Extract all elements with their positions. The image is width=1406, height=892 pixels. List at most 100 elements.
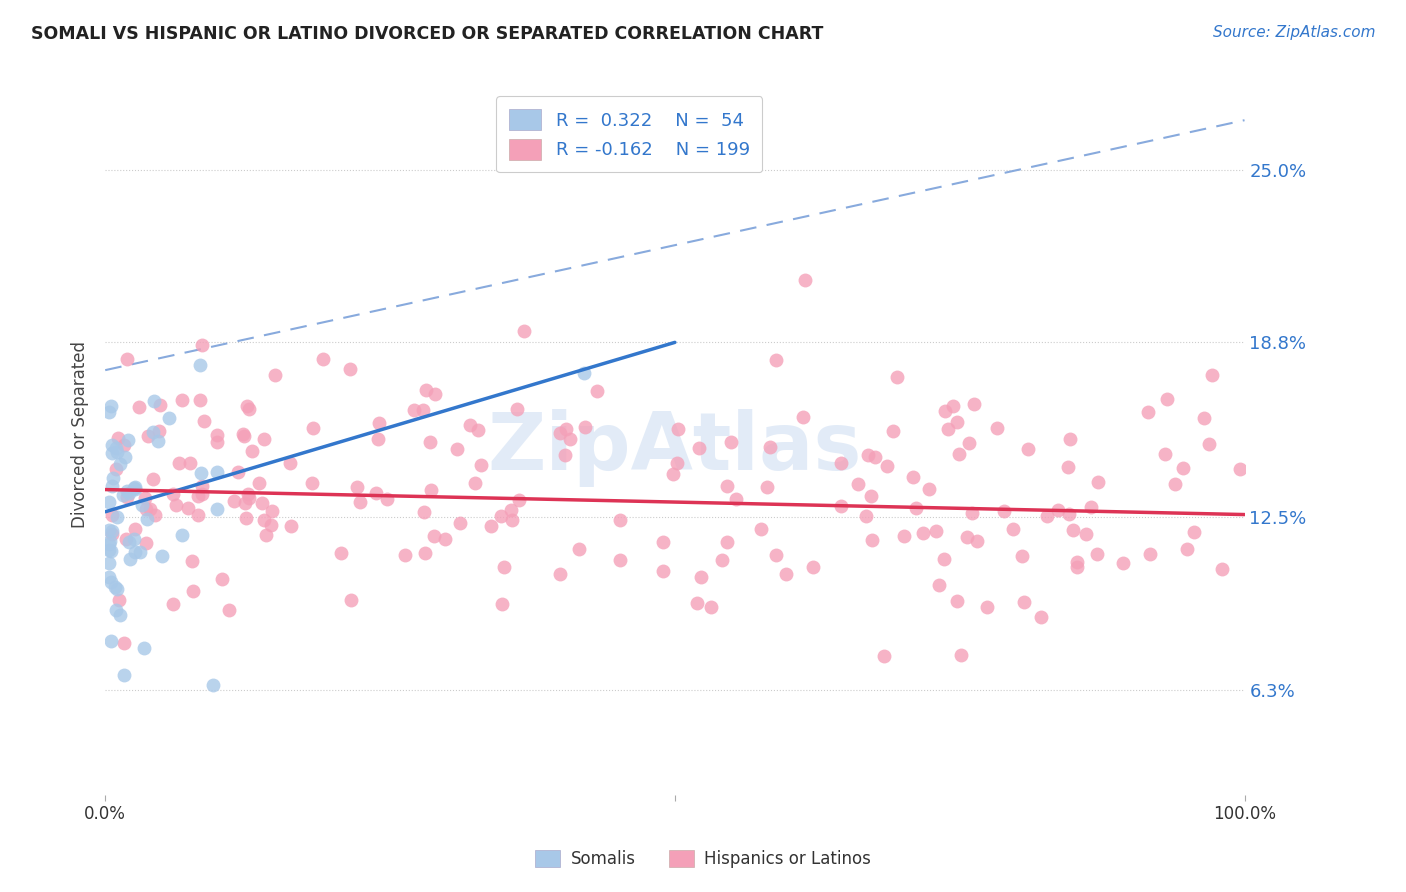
Hispanics or Latinos xyxy=(1156,392,1178,407)
Hispanics or Latinos xyxy=(211,573,233,587)
Somalis xyxy=(97,570,120,584)
Hispanics or Latinos xyxy=(1139,547,1161,561)
Hispanics or Latinos xyxy=(993,504,1015,518)
Hispanics or Latinos xyxy=(1164,476,1187,491)
Hispanics or Latinos xyxy=(367,432,389,446)
Hispanics or Latinos xyxy=(946,593,969,607)
Hispanics or Latinos xyxy=(1074,526,1097,541)
Somalis xyxy=(97,556,120,570)
Hispanics or Latinos xyxy=(479,519,502,533)
Hispanics or Latinos xyxy=(236,487,259,501)
Somalis xyxy=(108,458,131,472)
Hispanics or Latinos xyxy=(506,401,529,416)
Hispanics or Latinos xyxy=(205,428,228,442)
Hispanics or Latinos xyxy=(232,427,254,442)
Somalis xyxy=(572,366,595,380)
Hispanics or Latinos xyxy=(412,403,434,417)
Hispanics or Latinos xyxy=(963,397,986,411)
Text: Source: ZipAtlas.com: Source: ZipAtlas.com xyxy=(1212,25,1375,40)
Hispanics or Latinos xyxy=(470,458,492,472)
Hispanics or Latinos xyxy=(425,387,447,401)
Somalis xyxy=(105,441,128,455)
Hispanics or Latinos xyxy=(165,499,187,513)
Hispanics or Latinos xyxy=(976,599,998,614)
Hispanics or Latinos xyxy=(1112,556,1135,570)
Hispanics or Latinos xyxy=(134,491,156,506)
Somalis xyxy=(120,551,142,566)
Hispanics or Latinos xyxy=(912,525,935,540)
Hispanics or Latinos xyxy=(1059,432,1081,446)
Hispanics or Latinos xyxy=(238,491,260,505)
Hispanics or Latinos xyxy=(775,567,797,582)
Hispanics or Latinos xyxy=(548,425,571,440)
Hispanics or Latinos xyxy=(1062,523,1084,537)
Hispanics or Latinos xyxy=(187,508,209,523)
Hispanics or Latinos xyxy=(560,432,582,446)
Hispanics or Latinos xyxy=(665,456,688,470)
Hispanics or Latinos xyxy=(177,501,200,516)
Hispanics or Latinos xyxy=(263,368,285,382)
Hispanics or Latinos xyxy=(492,560,515,574)
Hispanics or Latinos xyxy=(720,435,742,450)
Hispanics or Latinos xyxy=(794,273,817,287)
Hispanics or Latinos xyxy=(846,477,869,491)
Hispanics or Latinos xyxy=(278,456,301,470)
Somalis xyxy=(100,438,122,452)
Hispanics or Latinos xyxy=(882,425,904,439)
Somalis xyxy=(124,532,146,546)
Hispanics or Latinos xyxy=(918,483,941,497)
Hispanics or Latinos xyxy=(886,369,908,384)
Somalis xyxy=(104,580,127,594)
Hispanics or Latinos xyxy=(464,475,486,490)
Hispanics or Latinos xyxy=(339,362,361,376)
Somalis xyxy=(105,602,128,616)
Hispanics or Latinos xyxy=(792,410,814,425)
Hispanics or Latinos xyxy=(107,592,129,607)
Hispanics or Latinos xyxy=(956,531,979,545)
Hispanics or Latinos xyxy=(1229,461,1251,475)
Hispanics or Latinos xyxy=(226,465,249,479)
Hispanics or Latinos xyxy=(1036,509,1059,524)
Hispanics or Latinos xyxy=(1031,610,1053,624)
Hispanics or Latinos xyxy=(830,456,852,470)
Somalis xyxy=(105,445,128,459)
Hispanics or Latinos xyxy=(863,450,886,465)
Hispanics or Latinos xyxy=(765,548,787,562)
Hispanics or Latinos xyxy=(460,418,482,433)
Hispanics or Latinos xyxy=(312,352,335,367)
Hispanics or Latinos xyxy=(115,351,138,366)
Hispanics or Latinos xyxy=(107,431,129,445)
Hispanics or Latinos xyxy=(250,496,273,510)
Hispanics or Latinos xyxy=(1198,436,1220,450)
Somalis xyxy=(190,466,212,480)
Hispanics or Latinos xyxy=(375,491,398,506)
Somalis xyxy=(97,543,120,558)
Hispanics or Latinos xyxy=(1154,446,1177,460)
Hispanics or Latinos xyxy=(101,508,124,523)
Hispanics or Latinos xyxy=(716,534,738,549)
Somalis xyxy=(143,394,166,409)
Hispanics or Latinos xyxy=(554,422,576,436)
Hispanics or Latinos xyxy=(180,554,202,568)
Hispanics or Latinos xyxy=(433,532,456,546)
Hispanics or Latinos xyxy=(1080,500,1102,515)
Hispanics or Latinos xyxy=(413,505,436,519)
Hispanics or Latinos xyxy=(254,527,277,541)
Hispanics or Latinos xyxy=(280,518,302,533)
Hispanics or Latinos xyxy=(191,338,214,352)
Somalis xyxy=(157,411,180,425)
Somalis xyxy=(201,678,224,692)
Hispanics or Latinos xyxy=(1087,475,1109,490)
Somalis xyxy=(98,537,121,551)
Somalis xyxy=(124,545,146,559)
Hispanics or Latinos xyxy=(236,399,259,413)
Somalis xyxy=(124,480,146,494)
Hispanics or Latinos xyxy=(1136,405,1159,419)
Hispanics or Latinos xyxy=(499,503,522,517)
Hispanics or Latinos xyxy=(105,461,128,475)
Hispanics or Latinos xyxy=(253,432,276,446)
Hispanics or Latinos xyxy=(758,440,780,454)
Hispanics or Latinos xyxy=(366,486,388,500)
Somalis xyxy=(136,512,159,526)
Hispanics or Latinos xyxy=(101,526,124,541)
